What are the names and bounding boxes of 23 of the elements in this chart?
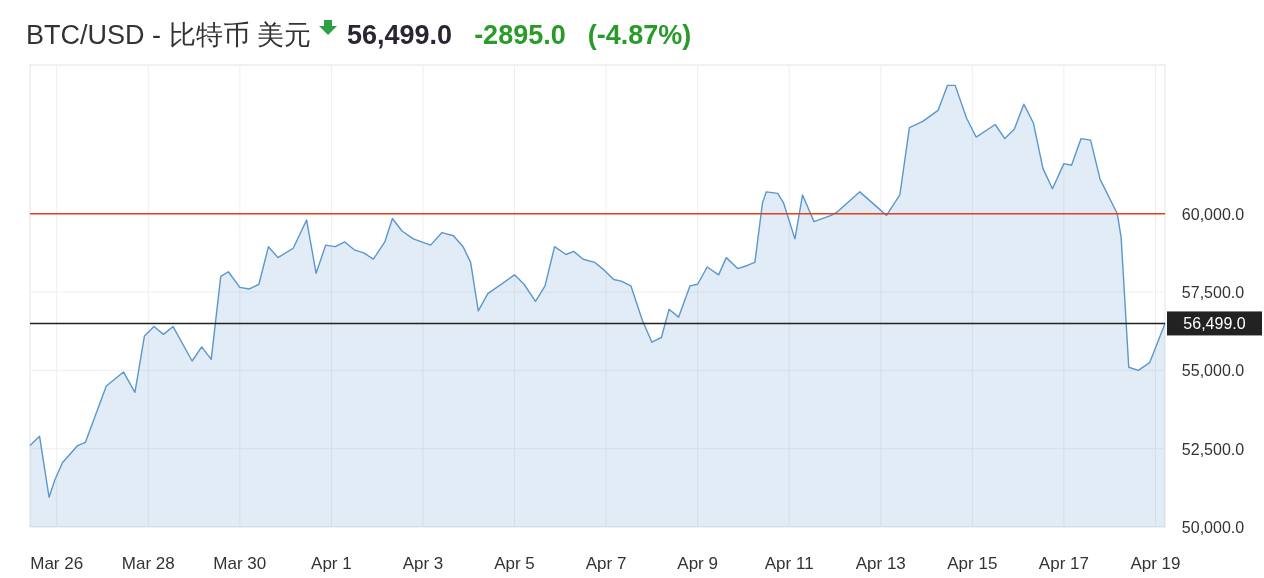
chart-title: BTC/USD - 比特币 美元 bbox=[26, 20, 312, 50]
x-tick-label: Apr 13 bbox=[855, 554, 906, 573]
x-tick-label: Apr 19 bbox=[1130, 554, 1181, 573]
x-tick-label: Mar 26 bbox=[30, 554, 84, 573]
y-tick-label: 50,000.0 bbox=[1181, 519, 1245, 536]
y-tick-label: 60,000.0 bbox=[1181, 205, 1245, 223]
x-tick-label: Apr 5 bbox=[494, 554, 535, 573]
x-tick-label: Apr 11 bbox=[764, 554, 814, 573]
y-tick-label: 55,000.0 bbox=[1181, 362, 1245, 380]
text: -2895.0 bbox=[474, 20, 566, 50]
y-tick-label: 57,500.0 bbox=[1181, 284, 1245, 302]
x-tick-label: Apr 1 bbox=[311, 554, 352, 573]
text: 56,499.0 bbox=[347, 20, 453, 50]
x-tick-label: Mar 28 bbox=[121, 554, 175, 573]
x-tick-label: Apr 7 bbox=[585, 554, 627, 573]
y-tick-label: 52,500.0 bbox=[1181, 440, 1245, 458]
x-tick-label: Apr 15 bbox=[947, 554, 998, 573]
ref-line-label: 56,499.0 bbox=[1183, 315, 1246, 333]
x-tick-label: Mar 30 bbox=[213, 554, 267, 573]
x-tick-label: Apr 9 bbox=[677, 554, 718, 573]
x-tick-label: Apr 3 bbox=[402, 554, 444, 573]
x-tick-label: Apr 17 bbox=[1038, 554, 1089, 573]
text: (-4.87%) bbox=[587, 20, 692, 50]
